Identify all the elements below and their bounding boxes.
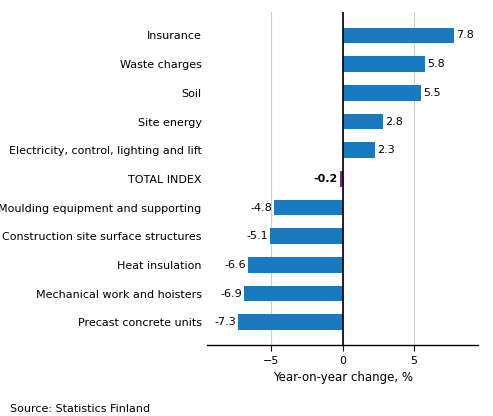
Text: Source: Statistics Finland: Source: Statistics Finland <box>10 404 150 414</box>
Bar <box>239 314 343 330</box>
Bar <box>274 200 343 215</box>
X-axis label: Year-on-year change, %: Year-on-year change, % <box>273 371 413 384</box>
Text: -7.3: -7.3 <box>214 317 236 327</box>
Bar <box>340 171 343 187</box>
Bar <box>343 27 454 43</box>
Text: -6.6: -6.6 <box>225 260 246 270</box>
Text: 2.3: 2.3 <box>378 145 395 155</box>
Text: 5.5: 5.5 <box>423 88 441 98</box>
Text: -0.2: -0.2 <box>314 174 338 184</box>
Bar <box>343 114 383 129</box>
Text: 2.8: 2.8 <box>385 116 403 126</box>
Bar <box>244 286 343 302</box>
Text: -6.9: -6.9 <box>220 289 242 299</box>
Text: -4.8: -4.8 <box>250 203 272 213</box>
Bar <box>248 257 343 273</box>
Bar <box>343 142 376 158</box>
Text: -5.1: -5.1 <box>246 231 268 241</box>
Text: 5.8: 5.8 <box>427 59 445 69</box>
Bar <box>343 85 421 101</box>
Bar <box>343 56 425 72</box>
Bar <box>270 228 343 244</box>
Text: 7.8: 7.8 <box>456 30 474 40</box>
